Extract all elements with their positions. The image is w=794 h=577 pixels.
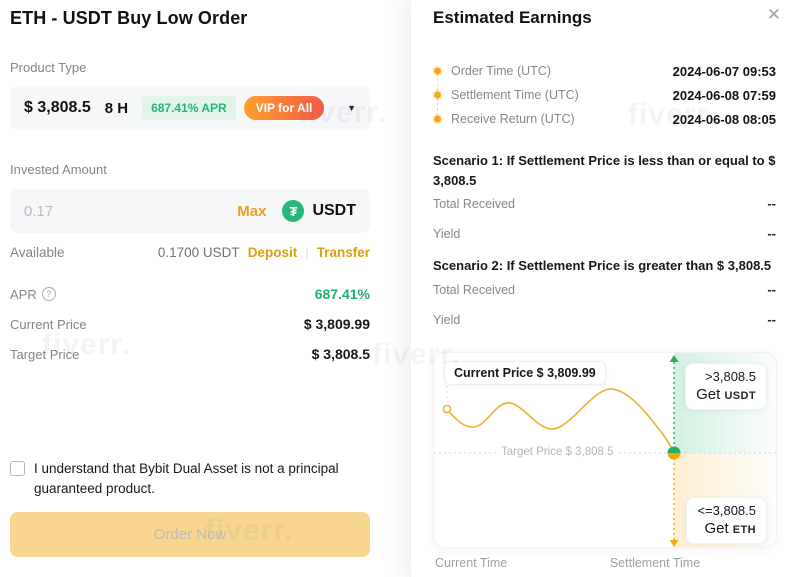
below-condition: <=3,808.5 — [697, 503, 756, 518]
apr-badge: 687.41% APR — [142, 96, 236, 120]
target-price-tag: Target Price $ 3,808.5 — [496, 446, 619, 458]
max-button[interactable]: Max — [237, 202, 267, 220]
above-outcome: Get USDT — [696, 386, 756, 403]
scenario1-total-row: Total Received -- — [433, 196, 776, 211]
timeline-dot — [434, 115, 441, 123]
product-type-label: Product Type — [10, 60, 87, 75]
help-icon[interactable]: ? — [41, 287, 56, 301]
close-icon[interactable]: ✕ — [766, 5, 781, 24]
order-timeline: Order Time (UTC) 2024-06-07 09:53 Settle… — [433, 59, 776, 131]
disclaimer-text: I understand that Bybit Dual Asset is no… — [34, 461, 339, 497]
available-label: Available — [10, 245, 65, 260]
estimated-earnings-panel: Estimated Earnings ✕ Order Time (UTC) 20… — [410, 0, 794, 577]
scenario2-title: Scenario 2: If Settlement Price is great… — [433, 258, 772, 273]
product-target-price: $ 3,808.5 — [24, 99, 91, 116]
product-duration: 8 H — [104, 99, 129, 117]
get-label: Get — [696, 386, 721, 403]
total-received-value: -- — [767, 282, 776, 297]
available-row: Available 0.1700 USDT Deposit | Transfer — [10, 245, 370, 260]
settlement-time-label: Settlement Time (UTC) — [451, 88, 579, 102]
timeline-row-receive: Receive Return (UTC) 2024-06-08 08:05 — [433, 107, 776, 131]
yield-value: -- — [767, 312, 776, 327]
apr-row: APR ? 687.41% — [10, 286, 370, 302]
deposit-link[interactable]: Deposit — [247, 245, 298, 260]
yield-label: Yield — [433, 226, 461, 241]
scenario2-total-row: Total Received -- — [433, 282, 776, 297]
order-now-button[interactable]: Order Now — [10, 512, 370, 557]
timeline-row-settlement: Settlement Time (UTC) 2024-06-08 07:59 — [433, 83, 776, 107]
asset-eth: ETH — [732, 524, 756, 536]
invested-amount-field: Max ₮ USDT — [10, 189, 370, 233]
total-received-label: Total Received — [433, 282, 515, 297]
chevron-down-icon: ▼ — [347, 103, 356, 113]
timeline-row-order: Order Time (UTC) 2024-06-07 09:53 — [433, 59, 776, 83]
receive-return-label: Receive Return (UTC) — [451, 112, 575, 126]
page-title: ETH - USDT Buy Low Order — [10, 8, 248, 28]
timeline-dot — [434, 67, 441, 75]
available-balance: 0.1700 USDT — [157, 245, 240, 260]
yield-value: -- — [767, 226, 776, 241]
arrow-up-icon — [669, 355, 679, 362]
scenario1-title: Scenario 1: If Settlement Price is less … — [433, 153, 776, 189]
transfer-link[interactable]: Transfer — [316, 245, 370, 260]
yield-label: Yield — [433, 312, 461, 327]
settlement-time-value: 2024-06-08 07:59 — [672, 87, 776, 103]
apr-value: 687.41% — [314, 286, 370, 302]
curve-start-point — [442, 404, 452, 414]
order-form-panel: ETH - USDT Buy Low Order Product Type $ … — [10, 8, 370, 557]
scenario1-yield-row: Yield -- — [433, 226, 776, 241]
x-axis-settlement-time: Settlement Time — [609, 556, 701, 570]
vip-badge: VIP for All — [243, 96, 325, 120]
current-price-tag: Current Price $ 3,809.99 — [444, 361, 606, 385]
currency-label: USDT — [312, 202, 356, 219]
below-outcome: Get ETH — [697, 520, 756, 537]
apr-label: APR ? — [10, 287, 56, 302]
above-condition: >3,808.5 — [705, 369, 756, 384]
scenario2-yield-row: Yield -- — [433, 312, 776, 327]
asset-usdt: USDT — [724, 390, 756, 402]
tether-icon: ₮ — [282, 200, 305, 222]
payoff-chart-card: Current Price $ 3,809.99 Target Price $ … — [433, 352, 777, 548]
receive-return-value: 2024-06-08 08:05 — [672, 111, 776, 127]
payoff-above-box: >3,808.5 Get USDT — [685, 363, 767, 410]
order-time-label: Order Time (UTC) — [451, 64, 551, 78]
current-price-value: $ 3,809.99 — [303, 316, 370, 332]
price-curve — [446, 388, 675, 454]
divider: | — [305, 245, 309, 260]
current-price-row: Current Price $ 3,809.99 — [10, 316, 370, 332]
total-received-value: -- — [767, 196, 776, 211]
get-label: Get — [704, 520, 729, 537]
apr-label-text: APR — [10, 286, 37, 302]
timeline-dot — [434, 91, 441, 99]
disclaimer-checkbox[interactable] — [10, 461, 25, 476]
target-price-row: Target Price $ 3,808.5 — [10, 346, 370, 362]
target-price-label: Target Price — [10, 346, 80, 362]
invested-amount-label: Invested Amount — [10, 162, 107, 177]
panel-title: Estimated Earnings — [433, 8, 592, 27]
arrow-down-icon — [669, 540, 679, 547]
order-time-value: 2024-06-07 09:53 — [672, 63, 776, 79]
current-price-label: Current Price — [10, 316, 87, 332]
payoff-below-box: <=3,808.5 Get ETH — [686, 497, 767, 544]
invested-amount-input[interactable] — [24, 202, 154, 220]
product-type-selector[interactable]: $ 3,808.5 8 H 687.41% APR VIP for All ▼ — [10, 86, 370, 130]
x-axis-current-time: Current Time — [435, 556, 508, 570]
total-received-label: Total Received — [433, 196, 515, 211]
target-price-value: $ 3,808.5 — [311, 346, 370, 362]
disclaimer-row: I understand that Bybit Dual Asset is no… — [10, 459, 366, 500]
settlement-point — [667, 446, 681, 460]
